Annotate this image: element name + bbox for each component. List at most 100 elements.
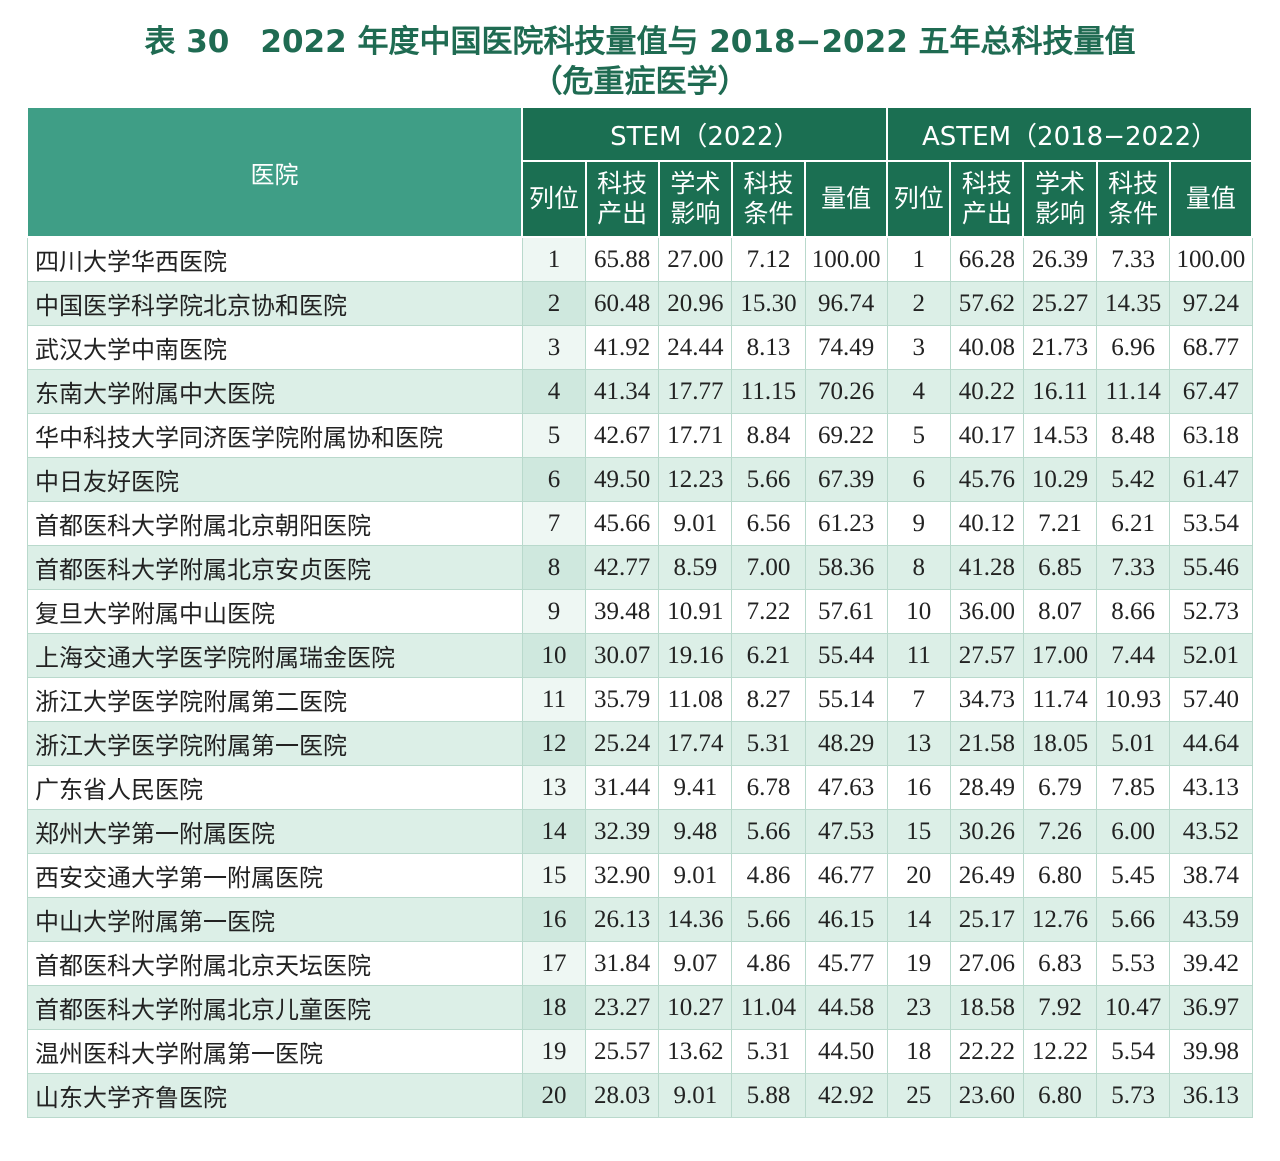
- header-astem-output: 科技 产出: [950, 161, 1025, 238]
- astem-output-cell: 18.58: [950, 985, 1024, 1030]
- stem-impact-cell: 11.08: [658, 677, 733, 722]
- astem-total-cell: 43.52: [1169, 809, 1253, 854]
- astem-total-cell: 68.77: [1169, 325, 1253, 370]
- stem-rank-cell: 1: [522, 237, 587, 282]
- table-row: 西安交通大学第一附属医院 15 32.90 9.01 4.86 46.77 20 26.49 6…: [27, 853, 1253, 898]
- table-subtitle: （危重症医学）: [531, 64, 749, 100]
- table-row: 中国医学科学院北京协和医院 2 60.48 20.96 15.30 96.74 2 57.62…: [27, 281, 1253, 326]
- stem-conditions-cell: 4.86: [731, 941, 806, 986]
- stem-conditions-cell: 5.66: [731, 809, 806, 854]
- astem-impact-cell: 12.76: [1023, 897, 1098, 942]
- astem-impact-cell: 16.11: [1023, 369, 1098, 414]
- astem-impact-cell: 6.80: [1023, 853, 1098, 898]
- stem-total-cell: 58.36: [805, 545, 888, 590]
- stem-conditions-cell: 6.21: [731, 633, 806, 678]
- stem-output-cell: 30.07: [585, 633, 660, 678]
- astem-impact-cell: 6.83: [1023, 941, 1098, 986]
- astem-output-cell: 21.58: [950, 721, 1024, 766]
- stem-total-cell: 55.14: [805, 677, 888, 722]
- astem-rank-cell: 1: [887, 237, 951, 282]
- stem-total-cell: 100.00: [805, 237, 888, 282]
- table-row: 复旦大学附属中山医院 9 39.48 10.91 7.22 57.61 10 36.00 8.0…: [27, 589, 1253, 634]
- stem-conditions-cell: 15.30: [731, 281, 806, 326]
- astem-rank-cell: 2: [887, 281, 951, 326]
- stem-conditions-cell: 4.86: [731, 853, 806, 898]
- stem-conditions-cell: 6.56: [731, 501, 806, 546]
- astem-total-cell: 36.97: [1169, 985, 1253, 1030]
- astem-rank-cell: 4: [887, 369, 951, 414]
- astem-total-cell: 36.13: [1169, 1073, 1253, 1118]
- table-header: 医院 STEM（2022） ASTEM（2018−2022） 列位 科技 产出 学…: [27, 108, 1254, 238]
- hospital-name-cell: 首都医科大学附属北京朝阳医院: [27, 501, 523, 546]
- stem-impact-cell: 9.41: [658, 765, 733, 810]
- hospital-name-cell: 复旦大学附属中山医院: [27, 589, 523, 634]
- astem-total-cell: 63.18: [1169, 413, 1253, 458]
- astem-impact-cell: 25.27: [1023, 281, 1098, 326]
- stem-rank-cell: 16: [522, 897, 587, 942]
- astem-total-cell: 53.54: [1169, 501, 1253, 546]
- stem-output-cell: 32.39: [585, 809, 660, 854]
- stem-conditions-cell: 8.13: [731, 325, 806, 370]
- stem-conditions-cell: 5.66: [731, 457, 806, 502]
- astem-impact-cell: 7.21: [1023, 501, 1098, 546]
- stem-total-cell: 74.49: [805, 325, 888, 370]
- stem-conditions-cell: 11.04: [731, 985, 806, 1030]
- stem-conditions-cell: 7.00: [731, 545, 806, 590]
- astem-rank-cell: 3: [887, 325, 951, 370]
- astem-output-cell: 40.12: [950, 501, 1024, 546]
- astem-conditions-cell: 5.54: [1096, 1029, 1171, 1074]
- astem-impact-cell: 10.29: [1023, 457, 1098, 502]
- hospital-name-cell: 浙江大学医学院附属第一医院: [27, 721, 523, 766]
- stem-conditions-cell: 6.78: [731, 765, 806, 810]
- table-row: 上海交通大学医学院附属瑞金医院 10 30.07 19.16 6.21 55.44 11 27…: [27, 633, 1253, 678]
- astem-impact-cell: 11.74: [1023, 677, 1098, 722]
- stem-total-cell: 48.29: [805, 721, 888, 766]
- header-stem-output: 科技 产出: [585, 161, 660, 238]
- astem-output-cell: 40.17: [950, 413, 1024, 458]
- stem-total-cell: 96.74: [805, 281, 888, 326]
- stem-rank-cell: 18: [522, 985, 587, 1030]
- astem-rank-cell: 13: [887, 721, 951, 766]
- astem-impact-cell: 18.05: [1023, 721, 1098, 766]
- stem-rank-cell: 12: [522, 721, 587, 766]
- hospital-name-cell: 华中科技大学同济医学院附属协和医院: [27, 413, 523, 458]
- astem-impact-cell: 26.39: [1023, 237, 1098, 282]
- header-hospital: 医院: [27, 108, 524, 238]
- astem-impact-cell: 6.85: [1023, 545, 1098, 590]
- stem-impact-cell: 24.44: [658, 325, 733, 370]
- table-row: 山东大学齐鲁医院 20 28.03 9.01 5.88 42.92 25 23.60 6.80 5…: [27, 1073, 1253, 1118]
- astem-conditions-cell: 5.73: [1096, 1073, 1171, 1118]
- stem-impact-cell: 27.00: [658, 237, 733, 282]
- astem-output-cell: 23.60: [950, 1073, 1024, 1118]
- astem-rank-cell: 25: [887, 1073, 951, 1118]
- stem-conditions-cell: 8.84: [731, 413, 806, 458]
- stem-impact-cell: 14.36: [658, 897, 733, 942]
- header-stem-total: 量值: [805, 161, 889, 238]
- stem-output-cell: 60.48: [585, 281, 660, 326]
- hospital-name-cell: 山东大学齐鲁医院: [27, 1073, 523, 1118]
- stem-output-cell: 28.03: [585, 1073, 660, 1118]
- stem-rank-cell: 15: [522, 853, 587, 898]
- stem-conditions-cell: 8.27: [731, 677, 806, 722]
- astem-impact-cell: 7.92: [1023, 985, 1098, 1030]
- table-row: 武汉大学中南医院 3 41.92 24.44 8.13 74.49 3 40.08 21.73 6…: [27, 325, 1253, 370]
- astem-impact-cell: 8.07: [1023, 589, 1098, 634]
- hospital-name-cell: 广东省人民医院: [27, 765, 523, 810]
- astem-conditions-cell: 7.33: [1096, 545, 1171, 590]
- stem-total-cell: 44.50: [805, 1029, 888, 1074]
- astem-total-cell: 52.01: [1169, 633, 1253, 678]
- astem-conditions-cell: 6.00: [1096, 809, 1171, 854]
- astem-rank-cell: 14: [887, 897, 951, 942]
- stem-output-cell: 45.66: [585, 501, 660, 546]
- stem-output-cell: 32.90: [585, 853, 660, 898]
- stem-output-cell: 31.84: [585, 941, 660, 986]
- hospital-name-cell: 首都医科大学附属北京儿童医院: [27, 985, 523, 1030]
- stem-output-cell: 42.67: [585, 413, 660, 458]
- hospital-name-cell: 上海交通大学医学院附属瑞金医院: [27, 633, 523, 678]
- astem-total-cell: 61.47: [1169, 457, 1253, 502]
- astem-impact-cell: 6.79: [1023, 765, 1098, 810]
- astem-rank-cell: 7: [887, 677, 951, 722]
- astem-conditions-cell: 5.53: [1096, 941, 1171, 986]
- stem-rank-cell: 6: [522, 457, 587, 502]
- stem-impact-cell: 9.48: [658, 809, 733, 854]
